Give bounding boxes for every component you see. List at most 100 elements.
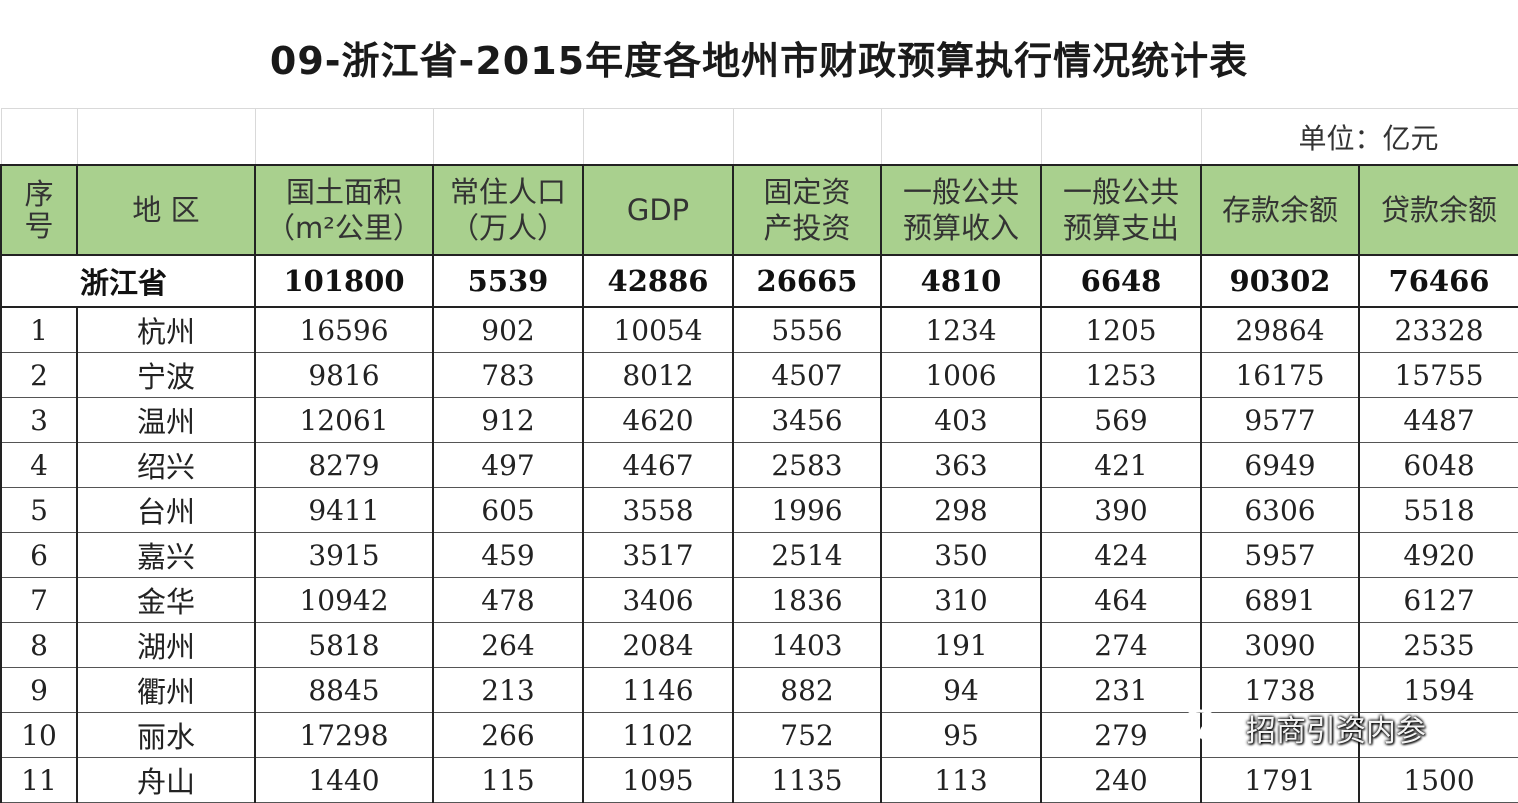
cell-investment: 3456 xyxy=(732,397,882,443)
cell-investment: 2514 xyxy=(732,532,882,578)
cell-seq: 9 xyxy=(0,667,78,713)
cell-deposit: 1738 xyxy=(1200,667,1360,713)
cell-revenue: 1234 xyxy=(880,307,1042,353)
cell-area: 3915 xyxy=(254,532,434,578)
statistics-table: 单位：亿元 序号 地 区 国土面积 （m²公里） 常住人口 （万人） GDP 固定资… xyxy=(0,108,1518,803)
wechat-icon xyxy=(1181,709,1233,746)
cell-region: 嘉兴 xyxy=(76,532,256,578)
cell-seq: 6 xyxy=(0,532,78,578)
cell-loan: 4487 xyxy=(1357,397,1518,443)
province-total-row: 浙江省 101800 5539 42886 26665 4810 6648 90… xyxy=(0,254,1518,308)
cell-region: 衢州 xyxy=(76,667,256,713)
cell-gdp: 2084 xyxy=(582,622,734,668)
table-row: 1 杭州 16596 902 10054 5556 1234 1205 29864 23328 xyxy=(0,307,1518,353)
watermark: 招商引资内参 xyxy=(1178,706,1426,750)
cell-investment: 1135 xyxy=(732,757,882,803)
header-revenue: 一般公共 预算收入 xyxy=(880,164,1042,256)
total-population: 5539 xyxy=(432,254,584,308)
header-population: 常住人口 （万人） xyxy=(432,164,584,256)
cell-region: 舟山 xyxy=(76,757,256,803)
table-row: 6 嘉兴 3915 459 3517 2514 350 424 5957 4920 xyxy=(0,532,1518,578)
table-row: 7 金华 10942 478 3406 1836 310 464 6891 6127 xyxy=(0,577,1518,623)
cell-investment: 1403 xyxy=(732,622,882,668)
cell-gdp: 1102 xyxy=(582,712,734,758)
city-rows: 1 杭州 16596 902 10054 5556 1234 1205 29864 23328 2 宁… xyxy=(0,307,1518,803)
table-title: 09-浙江省-2015年度各地州市财政预算执行情况统计表 xyxy=(269,39,1249,83)
table-row: 3 温州 12061 912 4620 3456 403 569 9577 4487 xyxy=(0,397,1518,443)
cell-investment: 2583 xyxy=(732,442,882,488)
cell-deposit: 6891 xyxy=(1200,577,1360,623)
header-seq: 序号 xyxy=(0,164,78,256)
cell-expenditure: 424 xyxy=(1040,532,1202,578)
header-investment: 固定资 产投资 xyxy=(732,164,882,256)
cell-expenditure: 274 xyxy=(1040,622,1202,668)
cell-deposit: 1791 xyxy=(1200,757,1360,803)
cell-deposit: 9577 xyxy=(1200,397,1360,443)
cell-gdp: 10054 xyxy=(582,307,734,353)
header-loan: 贷款余额 xyxy=(1357,164,1518,256)
header-expenditure: 一般公共 预算支出 xyxy=(1040,164,1202,256)
cell-deposit: 6306 xyxy=(1200,487,1360,533)
cell-seq: 8 xyxy=(0,622,78,668)
cell-population: 902 xyxy=(432,307,584,353)
cell-revenue: 350 xyxy=(880,532,1042,578)
cell-revenue: 310 xyxy=(880,577,1042,623)
cell-area: 5818 xyxy=(254,622,434,668)
cell-population: 783 xyxy=(432,352,584,398)
cell-region: 台州 xyxy=(76,487,256,533)
cell-loan: 1500 xyxy=(1357,757,1518,803)
cell-population: 264 xyxy=(432,622,584,668)
table-row: 8 湖州 5818 264 2084 1403 191 274 3090 2535 xyxy=(0,622,1518,668)
table-row: 10 丽水 17298 266 1102 752 95 279 xyxy=(0,712,1518,758)
cell-loan: 5518 xyxy=(1357,487,1518,533)
cell-expenditure: 390 xyxy=(1040,487,1202,533)
cell-region: 宁波 xyxy=(76,352,256,398)
cell-population: 266 xyxy=(432,712,584,758)
cell-population: 497 xyxy=(432,442,584,488)
table-row: 4 绍兴 8279 497 4467 2583 363 421 6949 6048 xyxy=(0,442,1518,488)
unit-label: 单位：亿元 xyxy=(1200,108,1518,166)
cell-area: 8845 xyxy=(254,667,434,713)
header-area: 国土面积 （m²公里） xyxy=(254,164,434,256)
cell-seq: 5 xyxy=(0,487,78,533)
cell-gdp: 3517 xyxy=(582,532,734,578)
cell-deposit xyxy=(1200,712,1360,758)
table-row: 2 宁波 9816 783 8012 4507 1006 1253 16175 15755 xyxy=(0,352,1518,398)
cell-loan: 1594 xyxy=(1357,667,1518,713)
cell-revenue: 403 xyxy=(880,397,1042,443)
cell-loan: 6048 xyxy=(1357,442,1518,488)
cell-population: 213 xyxy=(432,667,584,713)
cell-area: 16596 xyxy=(254,307,434,353)
cell-investment: 4507 xyxy=(732,352,882,398)
cell-area: 17298 xyxy=(254,712,434,758)
cell-expenditure: 279 xyxy=(1040,712,1202,758)
header-region: 地 区 xyxy=(76,164,256,256)
total-loan: 76466 xyxy=(1357,254,1518,308)
total-gdp: 42886 xyxy=(582,254,734,308)
cell-area: 9411 xyxy=(254,487,434,533)
header-deposit: 存款余额 xyxy=(1200,164,1360,256)
cell-population: 459 xyxy=(432,532,584,578)
header-gdp: GDP xyxy=(582,164,734,256)
cell-loan: 15755 xyxy=(1357,352,1518,398)
cell-seq: 11 xyxy=(0,757,78,803)
table-row: 9 衢州 8845 213 1146 882 94 231 1738 1594 xyxy=(0,667,1518,713)
cell-investment: 1836 xyxy=(732,577,882,623)
total-deposit: 90302 xyxy=(1200,254,1360,308)
header-row: 序号 地 区 国土面积 （m²公里） 常住人口 （万人） GDP 固定资 产投资 一般… xyxy=(0,164,1518,256)
cell-deposit: 6949 xyxy=(1200,442,1360,488)
cell-seq: 7 xyxy=(0,577,78,623)
total-expenditure: 6648 xyxy=(1040,254,1202,308)
cell-area: 12061 xyxy=(254,397,434,443)
cell-investment: 752 xyxy=(732,712,882,758)
cell-revenue: 1006 xyxy=(880,352,1042,398)
cell-loan: 4920 xyxy=(1357,532,1518,578)
cell-revenue: 95 xyxy=(880,712,1042,758)
cell-expenditure: 1253 xyxy=(1040,352,1202,398)
cell-investment: 5556 xyxy=(732,307,882,353)
cell-deposit: 5957 xyxy=(1200,532,1360,578)
cell-region: 丽水 xyxy=(76,712,256,758)
cell-gdp: 3406 xyxy=(582,577,734,623)
cell-gdp: 1146 xyxy=(582,667,734,713)
province-name: 浙江省 xyxy=(0,254,256,308)
